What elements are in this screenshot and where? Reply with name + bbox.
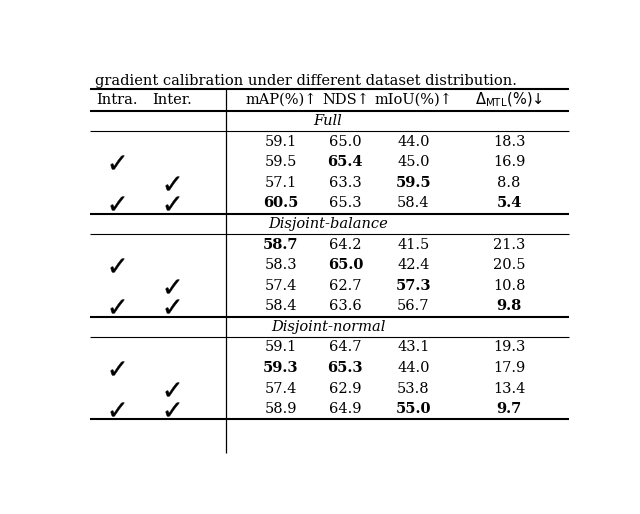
Text: 20.5: 20.5 xyxy=(493,258,525,272)
Text: mAP(%)↑: mAP(%)↑ xyxy=(245,93,317,107)
Text: 57.4: 57.4 xyxy=(265,381,297,396)
Text: 53.8: 53.8 xyxy=(397,381,429,396)
Text: 19.3: 19.3 xyxy=(493,340,525,355)
Text: 58.3: 58.3 xyxy=(264,258,297,272)
Text: 57.4: 57.4 xyxy=(265,279,297,292)
Text: 59.5: 59.5 xyxy=(265,155,297,169)
Text: 57.3: 57.3 xyxy=(396,279,431,292)
Text: 44.0: 44.0 xyxy=(397,361,429,375)
Text: 64.7: 64.7 xyxy=(329,340,362,355)
Text: 65.0: 65.0 xyxy=(328,258,363,272)
Text: 45.0: 45.0 xyxy=(397,155,429,169)
Text: 9.7: 9.7 xyxy=(497,402,522,416)
Text: 62.9: 62.9 xyxy=(329,381,362,396)
Text: Full: Full xyxy=(314,114,342,128)
Text: 13.4: 13.4 xyxy=(493,381,525,396)
Text: 65.4: 65.4 xyxy=(328,155,363,169)
Text: 43.1: 43.1 xyxy=(397,340,429,355)
Text: 21.3: 21.3 xyxy=(493,237,525,251)
Text: 44.0: 44.0 xyxy=(397,135,429,149)
Text: 5.4: 5.4 xyxy=(497,196,522,210)
Text: 59.1: 59.1 xyxy=(265,135,297,149)
Text: 60.5: 60.5 xyxy=(263,196,299,210)
Text: 42.4: 42.4 xyxy=(397,258,429,272)
Text: 58.9: 58.9 xyxy=(264,402,297,416)
Text: Intra.: Intra. xyxy=(97,93,138,107)
Text: Disjoint-normal: Disjoint-normal xyxy=(271,320,385,334)
Text: 64.9: 64.9 xyxy=(329,402,362,416)
Text: 59.5: 59.5 xyxy=(396,176,431,190)
Text: 9.8: 9.8 xyxy=(497,299,522,313)
Text: $\Delta_{\mathrm{MTL}}$(%)↓: $\Delta_{\mathrm{MTL}}$(%)↓ xyxy=(475,91,543,109)
Text: 62.7: 62.7 xyxy=(329,279,362,292)
Text: 41.5: 41.5 xyxy=(397,237,429,251)
Text: 59.1: 59.1 xyxy=(265,340,297,355)
Text: 17.9: 17.9 xyxy=(493,361,525,375)
Text: 58.4: 58.4 xyxy=(264,299,297,313)
Text: 59.3: 59.3 xyxy=(263,361,299,375)
Text: gradient calibration under different dataset distribution.: gradient calibration under different dat… xyxy=(95,75,516,88)
Text: 63.3: 63.3 xyxy=(329,176,362,190)
Text: 65.0: 65.0 xyxy=(329,135,362,149)
Text: 56.7: 56.7 xyxy=(397,299,429,313)
Text: 63.6: 63.6 xyxy=(329,299,362,313)
Text: 10.8: 10.8 xyxy=(493,279,525,292)
Text: mIoU(%)↑: mIoU(%)↑ xyxy=(374,93,452,107)
Text: 65.3: 65.3 xyxy=(329,196,362,210)
Text: 58.4: 58.4 xyxy=(397,196,429,210)
Text: NDS↑: NDS↑ xyxy=(322,93,369,107)
Text: 18.3: 18.3 xyxy=(493,135,525,149)
Text: 64.2: 64.2 xyxy=(329,237,362,251)
Text: Disjoint-balance: Disjoint-balance xyxy=(268,217,388,231)
Text: 58.7: 58.7 xyxy=(263,237,299,251)
Text: 57.1: 57.1 xyxy=(265,176,297,190)
Text: 16.9: 16.9 xyxy=(493,155,525,169)
Text: 65.3: 65.3 xyxy=(328,361,363,375)
Text: 8.8: 8.8 xyxy=(497,176,521,190)
Text: 55.0: 55.0 xyxy=(396,402,431,416)
Text: Inter.: Inter. xyxy=(152,93,191,107)
